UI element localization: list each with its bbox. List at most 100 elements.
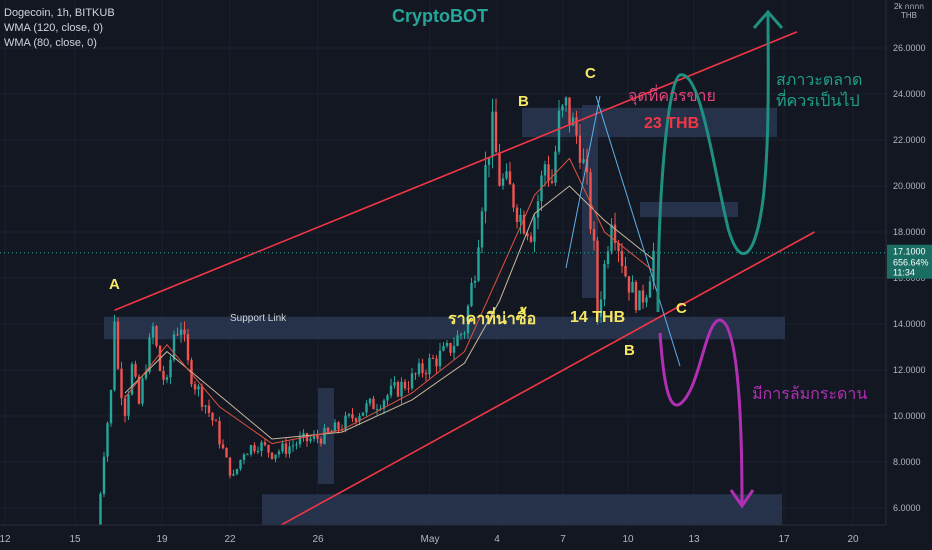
candle-body: [470, 282, 473, 307]
price-tick-label: 18.0000: [893, 227, 926, 237]
time-axis[interactable]: 12 15 19 22 26 May 4 7 10 13 17 20: [0, 524, 932, 550]
candle-body: [484, 164, 487, 212]
time-axis-bg: [0, 525, 932, 550]
candle-body: [438, 350, 442, 367]
candle-body: [221, 444, 225, 449]
bottom-zone: [262, 494, 782, 529]
candle-body: [141, 378, 144, 404]
time-tick-label: 4: [494, 534, 500, 545]
candle-body: [617, 242, 620, 252]
indicator-wma80-label[interactable]: WMA (80, close, 0): [4, 37, 97, 49]
candle-body: [333, 422, 337, 432]
candle-body: [235, 468, 239, 474]
symbol-label[interactable]: Dogecoin, 1h, BITKUB: [4, 7, 115, 19]
wave-line-2: [595, 95, 681, 367]
target-zone: [640, 202, 738, 217]
candle-body: [291, 445, 295, 447]
candle-body: [627, 276, 631, 293]
candle-body: [344, 415, 347, 430]
market-expected-label-1: สภาวะตลาด: [776, 72, 862, 89]
price-zones: [104, 105, 785, 529]
candle-body: [326, 427, 330, 432]
candle-body: [550, 180, 554, 183]
candle-body: [634, 282, 638, 311]
indicator-wma120-label[interactable]: WMA (120, close, 0): [4, 22, 104, 34]
candle-body: [568, 97, 571, 126]
support-14-label: 14 THB: [570, 309, 625, 326]
candle-body: [253, 445, 256, 452]
candle-body: [183, 329, 186, 335]
candle-body: [386, 395, 389, 401]
candle-body: [193, 384, 197, 390]
time-tick-label: 17: [778, 534, 790, 545]
candle-body: [645, 297, 648, 303]
candle-body: [624, 266, 627, 277]
candle-body: [529, 236, 533, 242]
candle-body: [106, 423, 109, 457]
candle-body: [368, 398, 372, 404]
candle-body: [207, 405, 211, 413]
candle-body: [431, 357, 435, 359]
candle-body: [232, 473, 235, 476]
time-tick-label: 26: [312, 534, 324, 545]
candle-body: [477, 247, 480, 281]
candle-body: [228, 457, 232, 476]
candle-body: [396, 382, 400, 397]
candle-body: [225, 448, 228, 458]
candle-body: [130, 364, 134, 395]
candle-body: [274, 454, 277, 459]
candle-body: [449, 343, 452, 353]
moving-averages: [124, 157, 654, 445]
candle-body: [113, 321, 116, 391]
time-tick-label: 22: [224, 534, 236, 545]
candle-body: [288, 446, 291, 454]
candle-body: [641, 290, 645, 303]
candle-body: [116, 321, 120, 369]
candle-body: [214, 420, 218, 422]
candle-body: [505, 171, 508, 179]
price-tick-label: 10.0000: [893, 411, 926, 421]
target-23-label: 23 THB: [644, 115, 699, 132]
annotation-labels: A B C B C จุดที่ควรขาย 23 THB สภาวะตลาดที่ควรเป…: [109, 65, 867, 403]
wave-c-bottom-label: C: [676, 300, 687, 317]
last-price-badge: [887, 244, 932, 279]
candle-body: [414, 373, 417, 375]
candle-body: [144, 372, 148, 379]
candle-body: [631, 282, 634, 293]
candle-body: [522, 214, 526, 234]
candle-body: [652, 250, 655, 282]
candle-body: [277, 451, 281, 455]
time-tick-label: 10: [622, 534, 634, 545]
candle-body: [494, 111, 498, 153]
candle-body: [428, 357, 431, 375]
candle-body: [543, 164, 547, 176]
candle-body: [648, 281, 652, 298]
candle-body: [589, 172, 592, 230]
candle-body: [452, 345, 456, 353]
support-zone: [104, 316, 785, 340]
candle-body: [347, 414, 351, 416]
sell-point-label: จุดที่ควรขาย: [628, 84, 716, 106]
candle-body: [270, 452, 274, 459]
candle-body: [596, 240, 599, 317]
channel-lower-line: [278, 231, 815, 528]
countdown-label: 11:34: [893, 268, 915, 278]
candle-body: [316, 435, 319, 439]
candle-body: [606, 251, 610, 264]
price-tick-label: 6.0000: [893, 503, 921, 513]
candle-body: [487, 157, 491, 165]
buy-price-label: ราคาที่น่าซื้อ: [448, 306, 536, 328]
candle-body: [389, 385, 393, 396]
candle-body: [403, 381, 407, 389]
candle-body: [515, 207, 519, 223]
wave-b-bottom-label: B: [624, 342, 635, 359]
time-tick-label: 20: [847, 534, 859, 545]
candle-body: [109, 390, 113, 424]
candle-body: [200, 386, 204, 407]
candle-body: [459, 334, 463, 336]
candle-body: [554, 151, 557, 183]
candle-body: [582, 159, 585, 163]
candle-body: [102, 456, 106, 494]
